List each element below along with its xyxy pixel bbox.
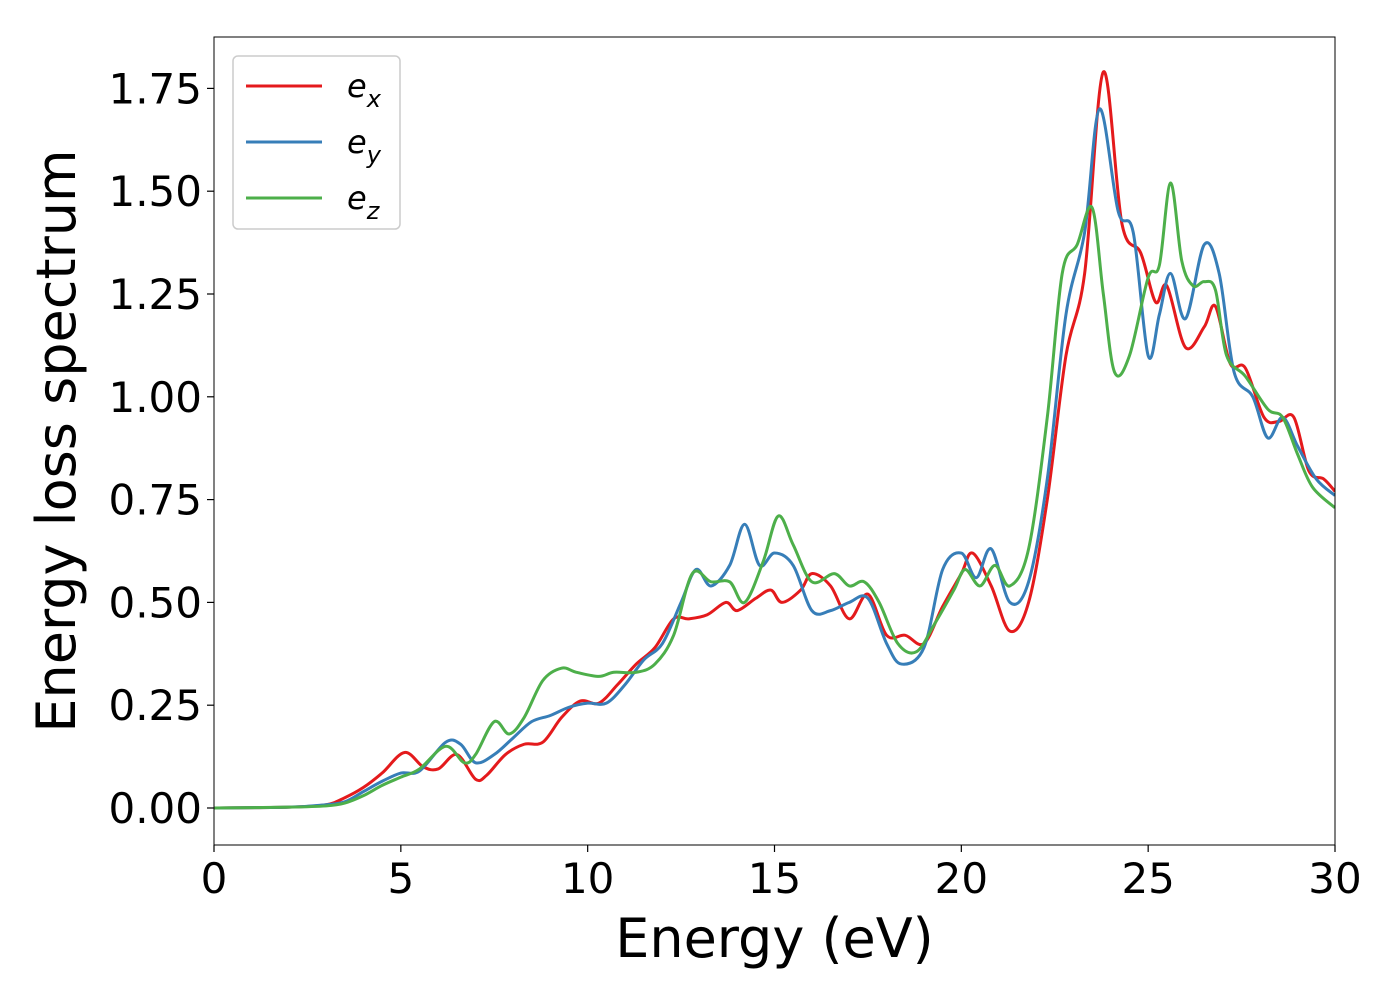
y-tick-label: 0.25 <box>108 681 202 730</box>
y-axis: 0.00 0.25 0.50 0.75 1.00 1.25 1.50 1.75 <box>108 64 214 833</box>
y-axis-label: Energy loss spectrum <box>25 149 88 732</box>
x-axis-label: Energy (eV) <box>615 907 934 970</box>
x-tick-label: 20 <box>935 854 988 903</box>
y-tick-label: 1.75 <box>108 64 202 113</box>
x-axis: 0 5 10 15 20 25 30 <box>201 845 1362 903</box>
x-tick-label: 30 <box>1308 854 1361 903</box>
x-tick-label: 25 <box>1121 854 1174 903</box>
x-tick-label: 10 <box>561 854 614 903</box>
y-tick-label: 0.50 <box>108 578 202 627</box>
series-line-z <box>214 181 1335 810</box>
y-tick-label: 1.25 <box>108 270 202 319</box>
series-line-x <box>214 70 1335 810</box>
y-tick-label: 1.50 <box>108 167 202 216</box>
y-tick-label: 0.00 <box>108 784 202 833</box>
series-layer <box>214 70 1335 810</box>
x-tick-label: 5 <box>387 854 414 903</box>
y-tick-label: 0.75 <box>108 476 202 525</box>
x-tick-label: 15 <box>748 854 801 903</box>
x-tick-label: 0 <box>201 854 228 903</box>
y-tick-label: 1.00 <box>108 373 202 422</box>
series-line-y <box>214 107 1335 810</box>
